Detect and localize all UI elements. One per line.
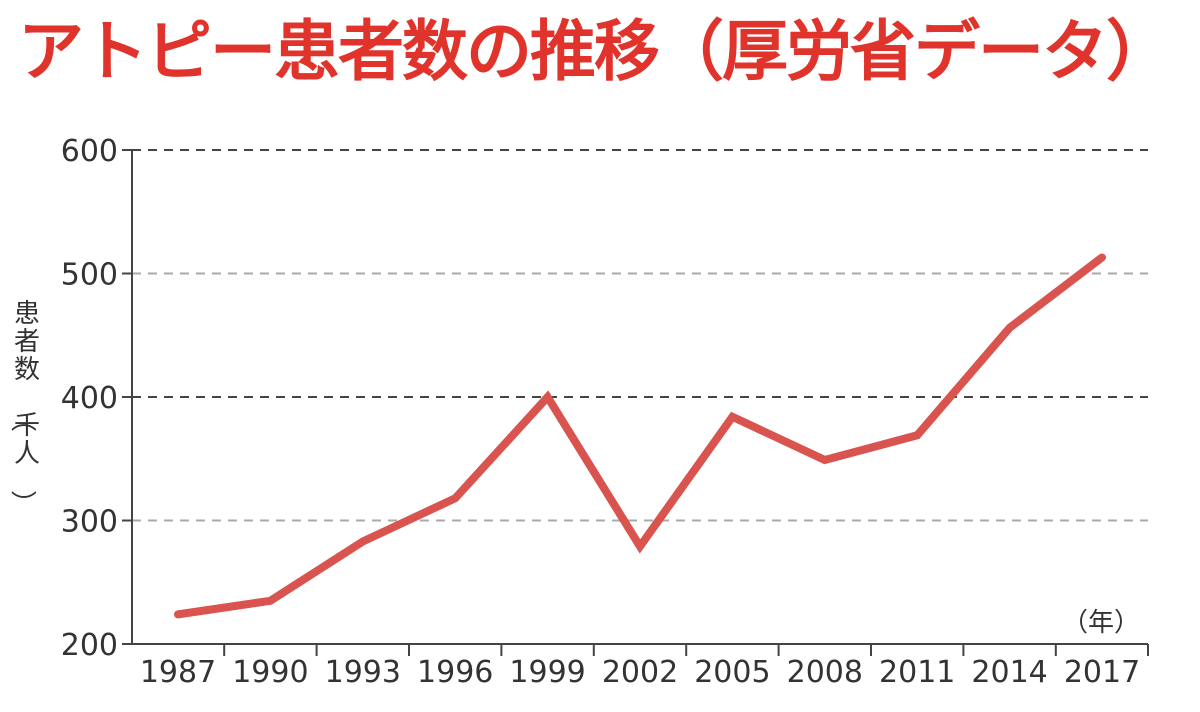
x-tick-label-2014: 2014 xyxy=(971,655,1047,690)
x-tick-label-1996: 1996 xyxy=(417,655,493,690)
series-line-0 xyxy=(174,253,1106,619)
x-axis-unit: （年） xyxy=(1062,608,1140,638)
x-tick-label-2017: 2017 xyxy=(1064,655,1140,690)
x-tick-label-1999: 1999 xyxy=(509,655,585,690)
y-tick-label-600: 600 xyxy=(61,134,118,169)
x-tick-label-2005: 2005 xyxy=(694,655,770,690)
y-tick-label-300: 300 xyxy=(61,505,118,540)
y-tick-label-400: 400 xyxy=(61,381,118,416)
x-tick-label-1993: 1993 xyxy=(325,655,401,690)
x-tick-label-1987: 1987 xyxy=(140,655,216,690)
gridlines xyxy=(132,149,1148,522)
y-tick-label-200: 200 xyxy=(61,628,118,663)
x-tick-label-2011: 2011 xyxy=(879,655,955,690)
y-tick-label-500: 500 xyxy=(61,258,118,293)
y-axis-ticks: 200 300 400 500 600 xyxy=(61,134,132,663)
chart-title: アトピー患者数の推移（厚労省データ） xyxy=(18,13,1172,90)
x-axis-ticks: 1987 1990 1993 1996 1999 2002 2005 2008 2011 2014… xyxy=(140,644,1149,690)
y-axis-label: 患者数（千人） xyxy=(7,299,40,516)
series-group xyxy=(174,253,1106,619)
x-tick-label-2008: 2008 xyxy=(787,655,863,690)
x-tick-label-1990: 1990 xyxy=(232,655,308,690)
x-tick-label-2002: 2002 xyxy=(602,655,678,690)
